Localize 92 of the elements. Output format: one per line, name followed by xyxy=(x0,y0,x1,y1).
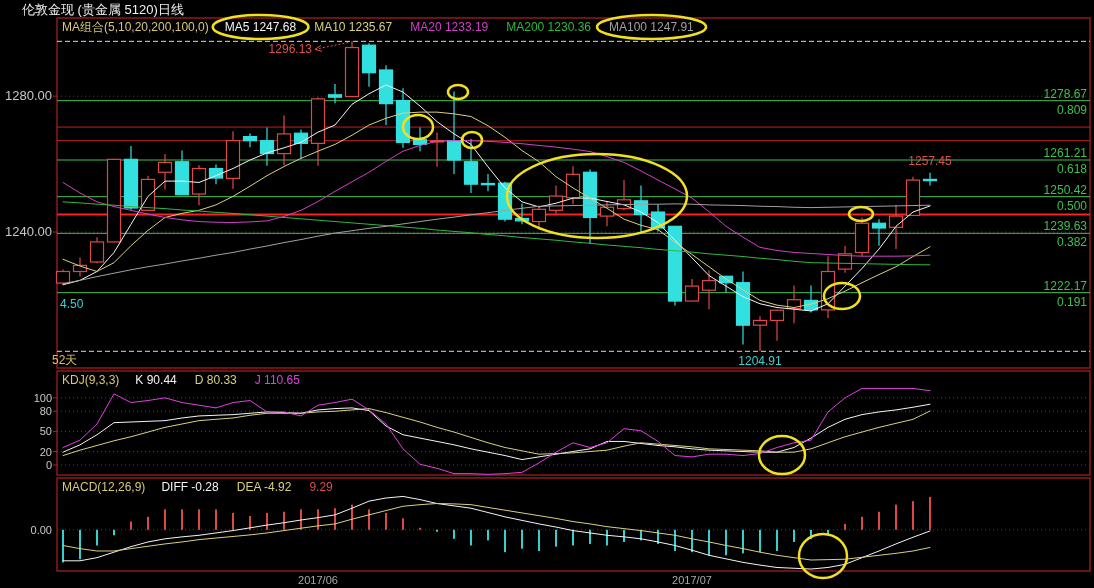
text: D 80.33 xyxy=(194,373,238,387)
ref-line-label: 1222.17 xyxy=(1043,278,1088,293)
annotation: 0.618 xyxy=(1056,162,1088,176)
candlestick xyxy=(463,138,479,194)
y-tick-label: 0 xyxy=(45,458,52,471)
candlestick xyxy=(752,315,768,352)
candlestick xyxy=(684,278,700,302)
text: MA5 1247.68 xyxy=(224,20,297,34)
bar xyxy=(487,529,489,541)
annotation: 1296.13 xyxy=(268,42,313,57)
y-tick-label: 20 xyxy=(39,445,52,458)
bar xyxy=(198,509,200,530)
chart-title: 伦敦金现 (贵金属 5120)日线 xyxy=(22,2,184,17)
line-series xyxy=(62,387,931,475)
y-tick-label: 1240.00 xyxy=(5,224,52,240)
bar xyxy=(895,504,897,530)
bar xyxy=(521,529,523,549)
candlestick xyxy=(259,126,275,167)
y-tick-label: 1280.00 xyxy=(5,88,52,104)
bar xyxy=(62,529,64,563)
bar xyxy=(555,529,557,547)
y-tick-label: 80 xyxy=(39,405,52,418)
annotation: 0.191 xyxy=(1056,294,1088,309)
bar xyxy=(742,529,744,554)
bar xyxy=(844,523,846,530)
text: MA10 1235.67 xyxy=(314,20,393,34)
bar xyxy=(504,529,506,553)
bar xyxy=(181,509,183,530)
x-tick-label: 2017/06 xyxy=(298,574,338,586)
text: MA100 1247.91 xyxy=(609,20,695,34)
bar xyxy=(130,521,132,530)
bar xyxy=(232,512,234,530)
candlestick xyxy=(531,206,547,231)
bar xyxy=(929,496,931,530)
bar xyxy=(266,512,268,530)
bar xyxy=(725,529,727,556)
bar xyxy=(453,529,455,539)
ref-line-label: 1261.21 xyxy=(1043,146,1088,160)
bar xyxy=(912,501,914,530)
legend-title: MA组合(5,10,20,200,100,0) xyxy=(62,20,209,34)
bar xyxy=(164,509,166,530)
candlestick xyxy=(89,236,105,264)
series-label: J 110.65 xyxy=(254,373,301,387)
bar xyxy=(793,529,795,542)
ref-line-label: 1239.63 xyxy=(1043,219,1088,234)
bar xyxy=(96,529,98,546)
ref-line-label: 1278.67 xyxy=(1043,86,1088,101)
bar xyxy=(79,529,81,560)
bar xyxy=(215,509,217,530)
bar xyxy=(385,512,387,530)
text: DEA -4.92 xyxy=(236,480,292,494)
y-tick-label: 50 xyxy=(39,425,52,438)
annotation: 1204.91 xyxy=(738,354,783,369)
x-tick-label: 2017/07 xyxy=(672,574,712,586)
annotation: 1257.45 xyxy=(908,153,953,168)
bar xyxy=(674,529,676,551)
bar xyxy=(606,529,608,546)
text: 0.00 xyxy=(30,523,52,536)
annotation: 4.50 xyxy=(60,297,84,311)
bar xyxy=(572,529,574,546)
annotation: 0.500 xyxy=(1056,198,1088,213)
candlestick xyxy=(327,83,343,104)
legend-title: KDJ(9,3,3) xyxy=(62,373,120,387)
ref-line-label: 1250.42 xyxy=(1043,182,1088,197)
candlestick xyxy=(157,153,173,191)
annotation: 52天 xyxy=(52,353,78,367)
bar xyxy=(861,516,863,530)
candlestick xyxy=(276,114,292,166)
bar xyxy=(368,509,370,530)
bar xyxy=(283,511,285,530)
text: MA200 1230.36 xyxy=(506,20,592,34)
bar xyxy=(402,518,404,530)
y-tick-label: 100 xyxy=(33,391,52,404)
text: MA20 1233.19 xyxy=(410,20,489,34)
bar xyxy=(147,516,149,530)
series-label: 9.29 xyxy=(309,480,334,494)
candlestick xyxy=(769,309,785,342)
text: DIFF -0.28 xyxy=(161,480,220,494)
bar xyxy=(470,529,472,546)
candlestick xyxy=(242,132,258,148)
legend-title: MACD(12,26,9) xyxy=(62,480,146,494)
bar xyxy=(538,529,540,551)
bar xyxy=(878,511,880,530)
candlestick xyxy=(446,90,462,175)
bar xyxy=(759,529,761,553)
annotation: 0.382 xyxy=(1056,235,1088,250)
bar xyxy=(113,529,115,536)
candlestick xyxy=(701,269,717,310)
bar xyxy=(776,529,778,551)
candlestick xyxy=(871,218,887,247)
annotation: 0.809 xyxy=(1056,102,1088,117)
text: K 90.44 xyxy=(135,373,178,387)
